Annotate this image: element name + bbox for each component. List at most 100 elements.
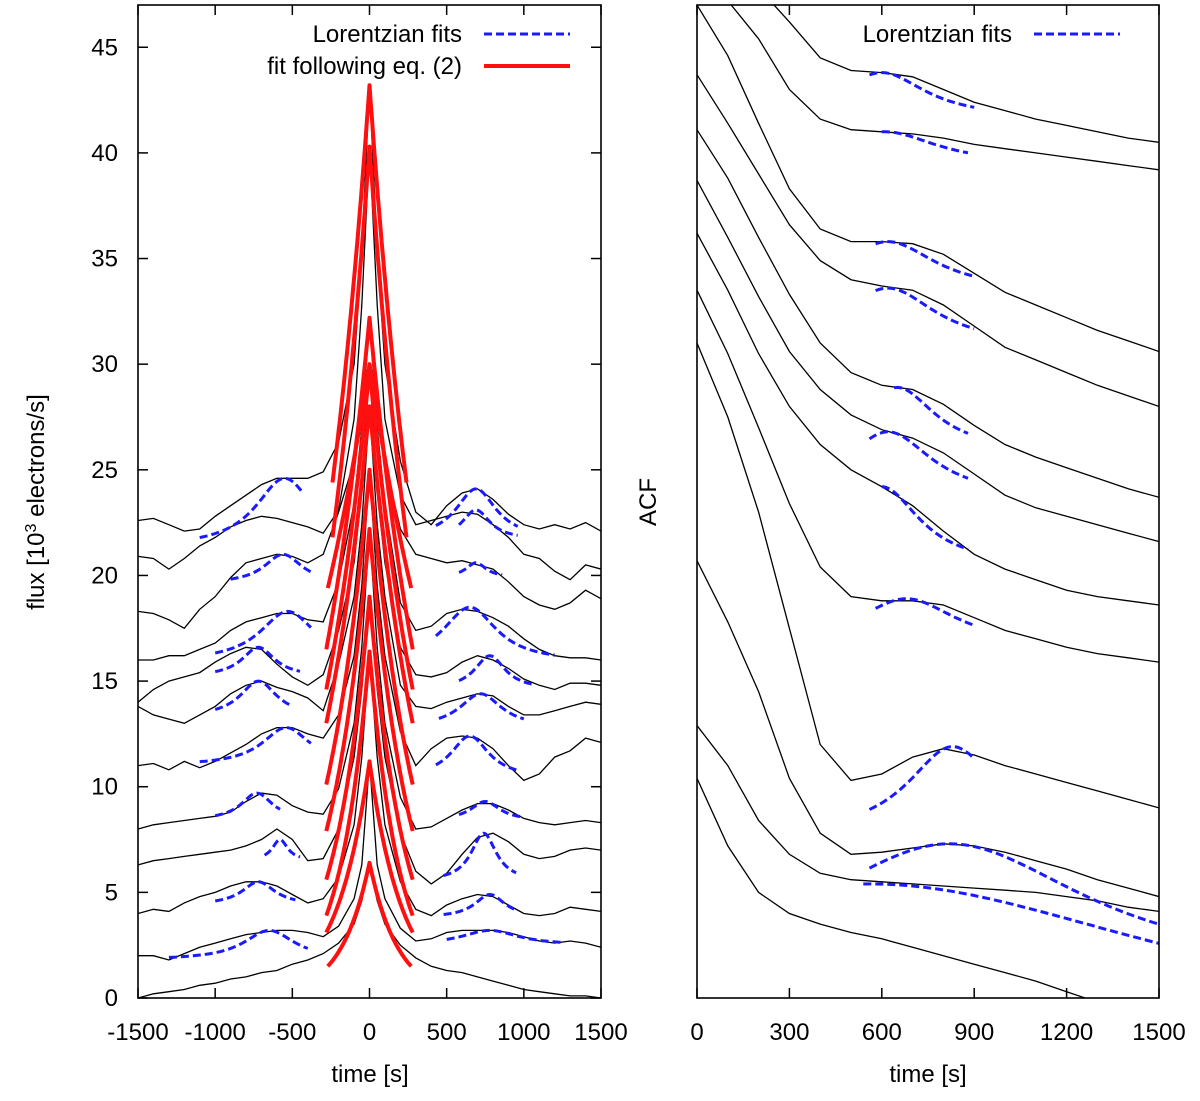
left-lorentzian-fit-1 — [168, 928, 309, 959]
right-x-tick-label-0: 0 — [690, 1019, 703, 1046]
left-lorentzian-fit-12 — [438, 692, 525, 721]
left-plot-area — [138, 83, 601, 998]
left-x-tick-label-2: -500 — [268, 1019, 316, 1046]
left-eq2-fit-1 — [326, 860, 413, 968]
right-lorentzian-fit-7 — [893, 385, 969, 435]
left-y-tick-label-6: 30 — [91, 351, 118, 378]
right-acf-series-8 — [697, 129, 1159, 498]
left-x-tick-label-5: 1000 — [497, 1019, 550, 1046]
left-eq2-fit-10 — [325, 362, 414, 589]
left-data-series-2 — [138, 761, 601, 961]
left-lorentzian-fit-3 — [214, 880, 296, 903]
left-y-tick-label-3: 15 — [91, 668, 118, 695]
left-eq2-fit-11 — [330, 144, 409, 538]
left-lorentzian-fit-20 — [435, 487, 519, 528]
left-x-tick-label-1: -1000 — [184, 1019, 245, 1046]
right-acf-series-10 — [697, 5, 1159, 353]
right-acf-series-9 — [697, 74, 1159, 408]
right-lorentzian-fit-10 — [881, 130, 969, 155]
left-x-tick-label-6: 1500 — [574, 1019, 627, 1046]
right-panel: 0 300 600 900 1200 1500 time [s] ACF Lorentzi… — [635, 4, 1186, 1088]
left-data-series-5 — [138, 528, 601, 830]
left-lorentzian-fit-5 — [263, 838, 301, 859]
left-eq2-fit-6 — [324, 467, 415, 786]
left-lorentzian-fit-16 — [434, 605, 555, 657]
right-lorentzian-fit-8 — [875, 286, 975, 331]
right-legend: Lorentzian fits — [863, 21, 1120, 48]
right-x-tick-label-4: 1200 — [1040, 1019, 1093, 1046]
right-x-tick-label-3: 900 — [954, 1019, 994, 1046]
left-eq2-fit-2 — [324, 759, 415, 934]
right-plot-area — [697, 5, 1159, 998]
left-data-series-4 — [138, 596, 601, 885]
left-lorentzian-fit-15 — [214, 609, 312, 655]
left-x-tick-label-3: 0 — [363, 1019, 376, 1046]
left-y-axis-label: flux [103 electrons/s] — [23, 394, 51, 610]
left-eq2-fit-12 — [330, 83, 409, 483]
right-x-tick-label-1: 300 — [769, 1019, 809, 1046]
left-legend-label-lorentzian: Lorentzian fits — [313, 21, 462, 48]
left-data-series-7 — [138, 406, 601, 724]
left-y-tick-label-2: 10 — [91, 774, 118, 801]
left-eq2-fit-3 — [324, 649, 415, 917]
left-lorentzian-fit-7 — [214, 791, 281, 818]
right-x-tick-label-2: 600 — [862, 1019, 902, 1046]
left-x-tick-label-4: 500 — [427, 1019, 467, 1046]
right-acf-series-6 — [697, 232, 1159, 606]
left-eq2-fit-5 — [324, 527, 415, 832]
left-lorentzian-fit-2 — [446, 928, 563, 944]
left-eq2-fit-9 — [324, 315, 415, 650]
left-x-tick-label-0: -1500 — [107, 1019, 168, 1046]
left-y-tick-label-5: 25 — [91, 457, 118, 484]
left-lorentzian-fit-8 — [458, 799, 524, 819]
right-lorentzian-fit-11 — [869, 71, 975, 109]
left-y-tick-label-9: 45 — [91, 34, 118, 61]
right-axis-ticks: 0 300 600 900 1200 1500 — [690, 5, 1186, 1046]
left-data-series-3 — [138, 651, 601, 917]
right-acf-series-11 — [730, 5, 1159, 171]
left-axis-ticks: -1500 -1000 -500 0 500 1000 1500 0 5 10 15 20 25 30 35… — [91, 5, 628, 1046]
right-lorentzian-fit-5 — [881, 485, 969, 551]
right-lorentzian-fit-2 — [868, 842, 1159, 926]
left-y-tick-label-8: 40 — [91, 140, 118, 167]
left-lorentzian-fit-6 — [443, 831, 517, 877]
right-acf-series-12 — [773, 5, 1159, 143]
left-panel: -1500 -1000 -500 0 500 1000 1500 0 5 10 15 20 25 30 35… — [23, 4, 628, 1088]
left-lorentzian-fit-4 — [443, 892, 516, 916]
left-lorentzian-fit-19 — [199, 476, 305, 540]
right-acf-series-7 — [697, 180, 1159, 543]
right-legend-label-lorentzian: Lorentzian fits — [863, 21, 1012, 48]
left-lorentzian-fit-9 — [199, 726, 312, 764]
right-y-axis-label: ACF — [635, 478, 662, 526]
right-lorentzian-fit-3 — [868, 745, 976, 811]
left-y-tick-label-7: 35 — [91, 246, 118, 273]
left-lorentzian-fit-17 — [230, 552, 312, 581]
right-acf-series-2 — [697, 725, 1159, 913]
right-lorentzian-fit-6 — [868, 430, 969, 480]
right-lorentzian-fit-1 — [863, 882, 1159, 945]
left-lorentzian-fit-10 — [435, 734, 519, 772]
left-eq2-fit-7 — [324, 404, 415, 724]
right-plot-frame — [696, 4, 1160, 999]
left-lorentzian-fit-21 — [458, 508, 518, 537]
left-lorentzian-fit-18 — [458, 561, 503, 577]
right-x-axis-label: time [s] — [889, 1061, 966, 1088]
left-legend-label-eq2: fit following eq. (2) — [267, 53, 462, 80]
left-lorentzian-fit-14 — [458, 654, 534, 686]
left-lorentzian-fit-13 — [214, 645, 301, 674]
left-legend: Lorentzian fits fit following eq. (2) — [267, 21, 570, 80]
left-data-series-1 — [138, 862, 601, 998]
right-lorentzian-fit-9 — [875, 240, 975, 278]
left-lorentzian-fit-11 — [214, 679, 290, 711]
left-data-series-6 — [138, 469, 601, 782]
right-acf-series-1 — [697, 778, 1088, 998]
right-acf-series-4 — [697, 342, 1159, 809]
right-x-tick-label-5: 1500 — [1132, 1019, 1185, 1046]
left-y-tick-label-0: 0 — [105, 985, 118, 1012]
left-eq2-fit-4 — [324, 594, 415, 881]
left-y-tick-label-4: 20 — [91, 562, 118, 589]
right-lorentzian-fit-4 — [874, 597, 975, 627]
left-y-tick-label-1: 5 — [105, 879, 118, 906]
left-x-axis-label: time [s] — [331, 1061, 408, 1088]
